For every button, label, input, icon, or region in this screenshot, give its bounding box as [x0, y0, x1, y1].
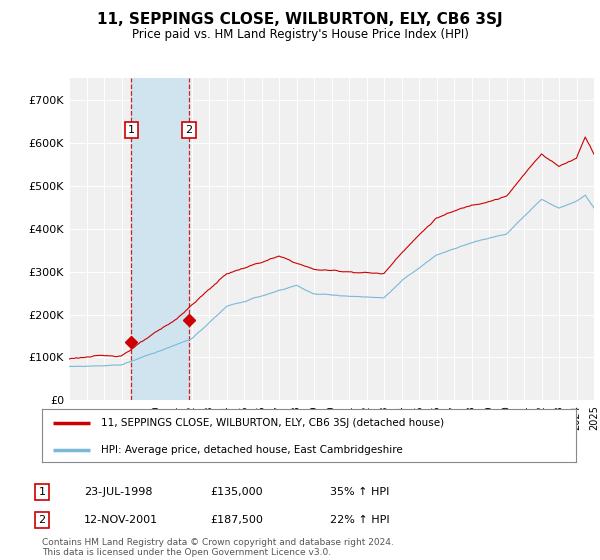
- Text: 11, SEPPINGS CLOSE, WILBURTON, ELY, CB6 3SJ: 11, SEPPINGS CLOSE, WILBURTON, ELY, CB6 …: [97, 12, 503, 27]
- Text: £135,000: £135,000: [210, 487, 263, 497]
- Text: 12-NOV-2001: 12-NOV-2001: [84, 515, 158, 525]
- Bar: [131, 78, 189, 400]
- Text: 35% ↑ HPI: 35% ↑ HPI: [330, 487, 389, 497]
- Text: HPI: Average price, detached house, East Cambridgeshire: HPI: Average price, detached house, East…: [101, 445, 403, 455]
- Text: 22% ↑ HPI: 22% ↑ HPI: [330, 515, 389, 525]
- Text: 2: 2: [38, 515, 46, 525]
- Text: £187,500: £187,500: [210, 515, 263, 525]
- Text: 2: 2: [185, 125, 193, 135]
- Text: Contains HM Land Registry data © Crown copyright and database right 2024.
This d: Contains HM Land Registry data © Crown c…: [42, 538, 394, 557]
- Text: 1: 1: [128, 125, 134, 135]
- Text: 23-JUL-1998: 23-JUL-1998: [84, 487, 152, 497]
- Text: 11, SEPPINGS CLOSE, WILBURTON, ELY, CB6 3SJ (detached house): 11, SEPPINGS CLOSE, WILBURTON, ELY, CB6 …: [101, 418, 444, 428]
- Text: 1: 1: [38, 487, 46, 497]
- Text: Price paid vs. HM Land Registry's House Price Index (HPI): Price paid vs. HM Land Registry's House …: [131, 28, 469, 41]
